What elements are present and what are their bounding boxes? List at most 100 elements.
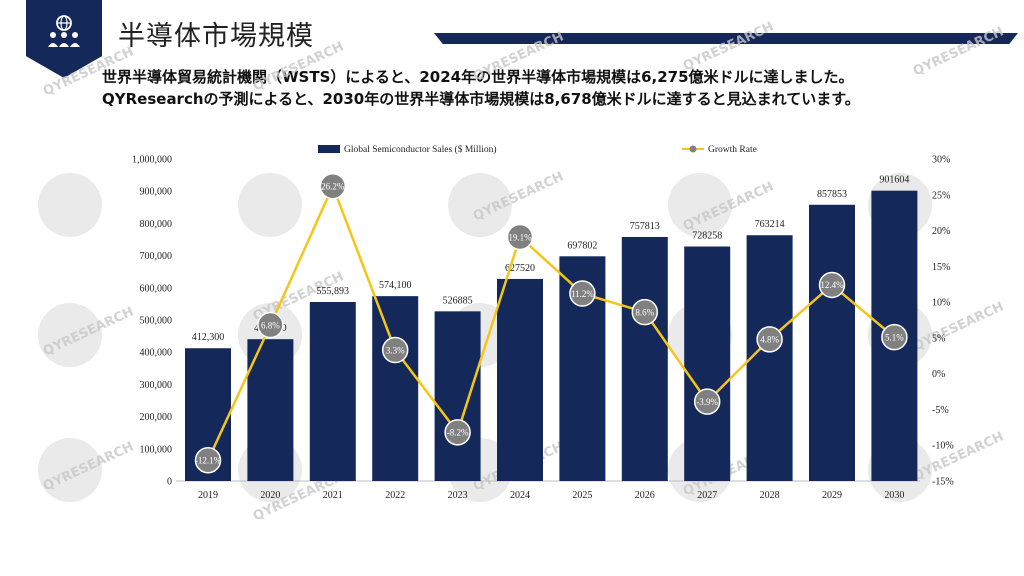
team-globe-icon bbox=[48, 15, 80, 47]
growth-point bbox=[194, 446, 222, 474]
x-tick-label: 2023 bbox=[448, 490, 468, 501]
growth-point-label: 4.8% bbox=[760, 335, 779, 345]
subtitle-line-1: 世界半導体貿易統計機関（WSTS）によると、2024年の世界半導体市場規模は6,… bbox=[102, 68, 854, 86]
watermark-text: QYRESEARCH bbox=[251, 39, 346, 94]
watermark-circle bbox=[38, 303, 102, 367]
growth-point bbox=[444, 419, 471, 446]
growth-point bbox=[756, 326, 783, 353]
y-left-tick-label: 400,000 bbox=[140, 348, 173, 359]
bar bbox=[809, 204, 855, 481]
growth-point-label: -12.1% bbox=[195, 456, 222, 466]
growth-point bbox=[506, 223, 534, 251]
x-tick-label: 2025 bbox=[572, 490, 592, 501]
bar-series: 412,300440,400555,893574,100526885627520… bbox=[185, 175, 918, 481]
y-left-tick-label: 900,000 bbox=[140, 187, 173, 198]
title-decoration-bar bbox=[434, 33, 1018, 44]
x-tick-label: 2026 bbox=[635, 490, 655, 501]
bar-value-label: 412,300 bbox=[192, 332, 225, 343]
bar bbox=[434, 311, 481, 481]
growth-point-label: 12.4% bbox=[820, 280, 844, 290]
line-series: -12.1% 6.8% 26.2% 3.3% -8.2% 19.1% 11.2% 8.6% -3… bbox=[194, 172, 908, 474]
x-tick-label: 2030 bbox=[884, 490, 904, 501]
bar bbox=[497, 278, 543, 481]
bar bbox=[372, 296, 419, 481]
y-right-tick-label: -5% bbox=[932, 405, 949, 416]
watermark-circle bbox=[238, 173, 302, 237]
y-left-tick-label: 200,000 bbox=[140, 412, 173, 423]
growth-point-label: 19.1% bbox=[508, 232, 532, 242]
x-tick-label: 2022 bbox=[385, 490, 405, 501]
watermark-text: QYRESEARCH bbox=[471, 29, 566, 84]
bar bbox=[621, 236, 668, 481]
watermark-circle bbox=[448, 173, 512, 237]
watermark-circle bbox=[668, 173, 732, 237]
bar-value-label: 697802 bbox=[567, 240, 597, 251]
legend-marker-line bbox=[689, 145, 697, 153]
growth-point-label: -3.9% bbox=[696, 397, 718, 407]
legend-label-line: Growth Rate bbox=[708, 145, 757, 155]
y-left-tick-label: 0 bbox=[167, 477, 172, 488]
growth-rate-line bbox=[206, 184, 896, 461]
bar-value-label: 555,893 bbox=[317, 286, 350, 297]
watermark-circle bbox=[38, 173, 102, 237]
x-tick-label: 2029 bbox=[822, 490, 842, 501]
x-tick-label: 2024 bbox=[510, 490, 530, 501]
y-left-tick-label: 300,000 bbox=[140, 380, 173, 391]
bar-value-label: 857853 bbox=[817, 189, 847, 200]
chart-axes: 0 100,000 200,000 300,000 400,000 500,000 600,… bbox=[132, 155, 954, 502]
growth-point bbox=[693, 388, 721, 415]
growth-point bbox=[257, 311, 284, 339]
watermark-text: QYRESEARCH bbox=[41, 44, 136, 99]
bar-value-label: 627520 bbox=[505, 263, 535, 274]
bar-value-label: 526885 bbox=[443, 295, 473, 306]
y-left-tick-label: 500,000 bbox=[140, 316, 173, 327]
growth-point bbox=[569, 280, 596, 307]
bar bbox=[309, 302, 356, 481]
bar-value-label: 574,100 bbox=[379, 280, 412, 291]
y-right-tick-label: 0% bbox=[932, 369, 945, 380]
bar-value-label: 901604 bbox=[879, 175, 909, 186]
y-right-tick-label: 25% bbox=[932, 190, 950, 201]
bar bbox=[247, 339, 294, 481]
y-right-tick-label: 15% bbox=[932, 262, 950, 273]
y-left-tick-label: 800,000 bbox=[140, 219, 173, 230]
x-tick-label: 2021 bbox=[323, 490, 343, 501]
subtitle-line-2: QYResearchの予測によると、2030年の世界半導体市場規模は8,678億… bbox=[102, 90, 860, 108]
x-tick-label: 2027 bbox=[697, 490, 717, 501]
x-tick-label: 2020 bbox=[260, 490, 280, 501]
legend-swatch-bar bbox=[318, 145, 340, 153]
watermark-text: QYRESEARCH bbox=[681, 19, 776, 74]
growth-point-label: 6.8% bbox=[261, 320, 280, 330]
growth-point bbox=[319, 172, 347, 200]
chart-legend: Global Semiconductor Sales ($ Million) Gr… bbox=[318, 144, 757, 155]
x-tick-label: 2019 bbox=[198, 490, 218, 501]
bar-value-label: 763214 bbox=[755, 219, 785, 230]
bar bbox=[684, 246, 731, 481]
watermark-circle bbox=[38, 438, 102, 502]
y-right-tick-label: 30% bbox=[932, 155, 950, 166]
subtitle: 世界半導体貿易統計機関（WSTS）によると、2024年の世界半導体市場規模は6,… bbox=[102, 66, 1002, 110]
growth-point bbox=[818, 271, 846, 299]
y-right-tick-label: -10% bbox=[932, 441, 954, 452]
y-right-tick-label: 20% bbox=[932, 226, 950, 237]
growth-point-label: 8.6% bbox=[635, 307, 654, 317]
growth-point-label: 3.3% bbox=[386, 345, 405, 355]
watermark-text: QYRESEARCH bbox=[911, 24, 1006, 79]
legend-label-bar: Global Semiconductor Sales ($ Million) bbox=[344, 144, 497, 155]
growth-point-label: 5.1% bbox=[885, 332, 904, 342]
growth-point-label: 26.2% bbox=[321, 181, 345, 191]
bar-value-label: 728258 bbox=[692, 231, 722, 242]
y-right-tick-label: 10% bbox=[932, 298, 950, 309]
y-left-tick-label: 700,000 bbox=[140, 251, 173, 262]
growth-point bbox=[881, 323, 908, 351]
x-tick-label: 2028 bbox=[760, 490, 780, 501]
growth-point bbox=[631, 298, 659, 326]
growth-point-label: 11.2% bbox=[571, 289, 594, 299]
growth-point-label: -8.2% bbox=[447, 428, 469, 438]
y-left-tick-label: 600,000 bbox=[140, 283, 173, 294]
y-right-tick-label: -15% bbox=[932, 477, 954, 488]
y-left-tick-label: 100,000 bbox=[140, 444, 173, 455]
y-right-tick-label: 5% bbox=[932, 333, 945, 344]
y-left-tick-label: 1,000,000 bbox=[132, 155, 172, 166]
